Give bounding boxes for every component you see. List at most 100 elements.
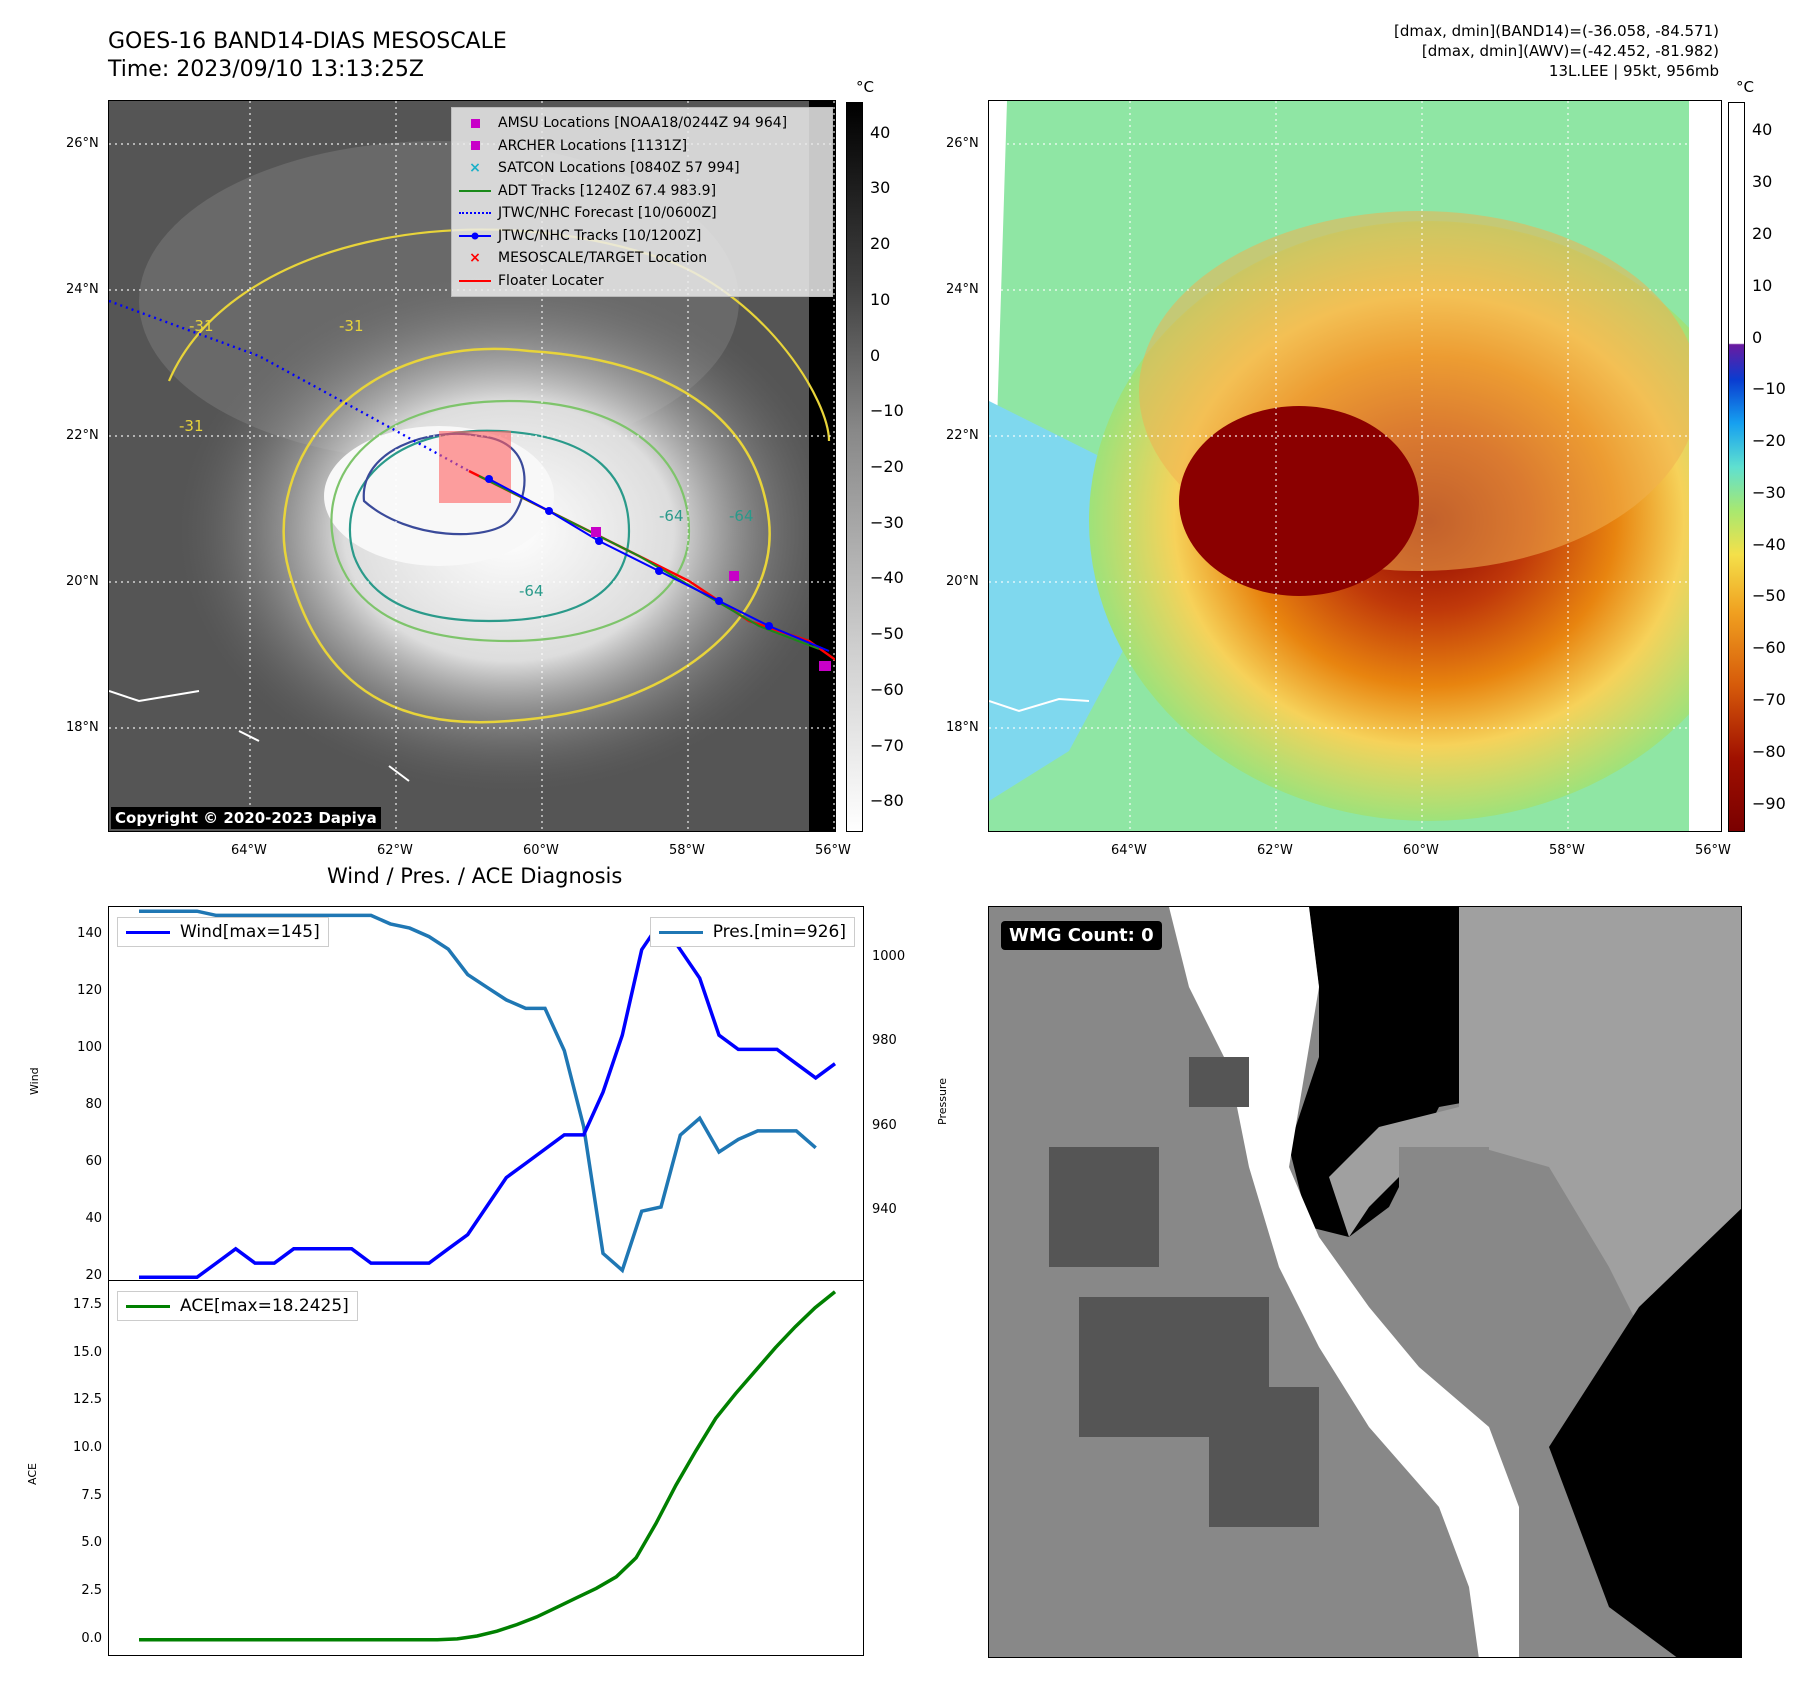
colorbar-tick: −20	[1752, 431, 1786, 451]
colorbar-tick: −40	[1752, 534, 1786, 554]
ace-tick: 5.0	[81, 1535, 102, 1551]
lon-tick: 62°W	[377, 843, 413, 858]
title-line-1: GOES-16 BAND14-DIAS MESOSCALE	[108, 29, 507, 54]
info-line-3: 13L.LEE | 95kt, 956mb	[1548, 62, 1719, 80]
contour-label: -31	[179, 417, 204, 435]
colorbar-tick: 10	[870, 289, 891, 309]
wind-legend: Wind[max=145]	[117, 917, 329, 947]
lat-tick: 18°N	[946, 720, 979, 735]
colorbar-unit: °C	[1736, 78, 1754, 96]
title-line-2: Time: 2023/09/10 13:13:25Z	[108, 57, 424, 82]
pressure-tick: 1000	[872, 948, 906, 964]
ace-legend: ACE[max=18.2425]	[117, 1291, 358, 1321]
colorbar-tick: −80	[870, 791, 904, 811]
contour-label: -31	[189, 317, 214, 335]
contour-label: -31	[339, 317, 364, 335]
colorbar-right	[1728, 102, 1745, 832]
info-line-2: [dmax, dmin](AWV)=(-42.452, -81.982)	[1421, 42, 1719, 60]
lat-tick: 20°N	[66, 574, 99, 589]
colorbar-tick: −70	[1752, 689, 1786, 709]
info-line-1: [dmax, dmin](BAND14)=(-36.058, -84.571)	[1394, 22, 1719, 40]
lon-tick: 58°W	[669, 843, 705, 858]
pressure-line	[139, 909, 817, 1274]
pressure-axis-label: Pressure	[936, 1078, 949, 1125]
ace-tick: 12.5	[73, 1392, 102, 1408]
colorbar-tick: −60	[870, 679, 904, 699]
line-marker-icon	[458, 189, 492, 192]
lat-tick: 20°N	[946, 574, 979, 589]
colorbar-tick: 30	[870, 178, 891, 198]
colorbar-tick: −30	[870, 512, 904, 532]
colorbar-tick: 20	[870, 234, 891, 254]
colorbar-tick: 30	[1752, 172, 1773, 192]
ace-tick: 17.5	[73, 1296, 102, 1312]
lat-tick: 22°N	[946, 428, 979, 443]
colorbar-tick: −90	[1752, 793, 1786, 813]
lon-tick: 56°W	[1695, 843, 1731, 858]
colorbar-tick: 0	[870, 345, 881, 365]
ace-tick: 7.5	[81, 1487, 102, 1503]
lat-tick: 26°N	[946, 136, 979, 151]
pressure-tick: 980	[872, 1033, 897, 1049]
wind-line-icon	[126, 930, 170, 934]
legend-item: Floater Locater	[458, 270, 826, 293]
ir-map-panel: -64 -64 -64 -31 -31 -31 AMSU Locations […	[108, 100, 836, 832]
lon-tick: 64°W	[1111, 843, 1147, 858]
wind-tick: 120	[77, 983, 102, 999]
pressure-line-icon	[658, 930, 703, 934]
legend-item: AMSU Locations [NOAA18/0244Z 94 964]	[458, 112, 826, 135]
wind-tick: 40	[85, 1211, 102, 1227]
wind-pressure-chart: Wind[max=145] Pres.[min=926]	[108, 906, 864, 1282]
lon-tick: 64°W	[231, 843, 267, 858]
wind-tick: 140	[77, 926, 102, 942]
contour-label: -64	[729, 507, 754, 525]
dotted-line-icon	[458, 212, 492, 215]
wind-axis-label: Wind	[28, 1067, 41, 1095]
lon-tick: 60°W	[523, 843, 559, 858]
ace-tick: 2.5	[81, 1583, 102, 1599]
colorbar-unit: °C	[856, 78, 874, 96]
map-legend: AMSU Locations [NOAA18/0244Z 94 964] ARC…	[451, 107, 833, 297]
ace-tick: 0.0	[81, 1630, 102, 1646]
wind-tick: 60	[85, 1154, 102, 1170]
ace-axis-label: ACE	[26, 1463, 39, 1485]
colorbar-tick: −50	[870, 624, 904, 644]
lat-tick: 24°N	[66, 282, 99, 297]
colorbar-tick: −50	[1752, 586, 1786, 606]
colorbar-tick: −20	[870, 457, 904, 476]
legend-item: JTWC/NHC Forecast [10/0600Z]	[458, 202, 826, 225]
lat-tick: 26°N	[66, 136, 99, 151]
colorbar-tick: −10	[1752, 379, 1786, 399]
lon-tick: 62°W	[1257, 843, 1293, 858]
pressure-tick: 960	[872, 1117, 897, 1133]
pressure-tick: 940	[872, 1202, 897, 1218]
colorbar-tick: 20	[1752, 224, 1773, 244]
legend-item: × MESOSCALE/TARGET Location	[458, 247, 826, 270]
ace-tick: 10.0	[73, 1439, 102, 1455]
awv-map-svg	[989, 101, 1721, 831]
square-marker-icon	[458, 141, 492, 151]
wmg-panel: WMG Count: 0	[988, 906, 1742, 1658]
awv-map-panel	[988, 100, 1722, 832]
colorbar-tick: −10	[870, 401, 904, 421]
line-marker-icon	[458, 279, 492, 282]
ace-line-icon	[126, 1304, 170, 1308]
wmg-svg	[989, 907, 1741, 1657]
wind-line	[139, 918, 837, 1280]
contour-label: -64	[659, 507, 684, 525]
wind-tick: 80	[85, 1097, 102, 1113]
lat-tick: 18°N	[66, 720, 99, 735]
colorbar-left	[846, 102, 863, 832]
lon-tick: 60°W	[1403, 843, 1439, 858]
ace-svg	[139, 1290, 837, 1642]
pressure-legend: Pres.[min=926]	[649, 917, 855, 947]
ace-tick: 15.0	[73, 1344, 102, 1360]
x-marker-icon: ×	[469, 250, 481, 266]
colorbar-tick: 40	[870, 122, 891, 142]
colorbar-tick: 40	[1752, 120, 1773, 140]
legend-item: ADT Tracks [1240Z 67.4 983.9]	[458, 180, 826, 203]
colorbar-tick: −80	[1752, 741, 1786, 761]
ace-line	[139, 1290, 837, 1642]
colorbar-tick: 10	[1752, 275, 1773, 295]
line-dot-icon	[458, 231, 492, 241]
